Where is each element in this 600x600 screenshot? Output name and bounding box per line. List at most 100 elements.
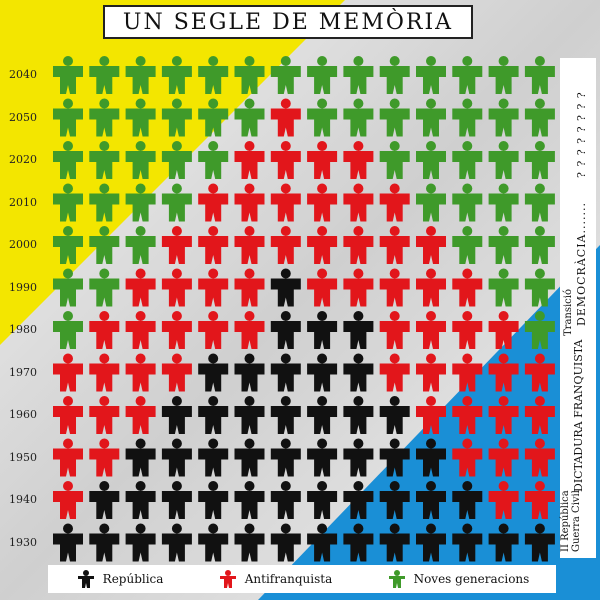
person-black-figure	[53, 523, 83, 562]
person-green-figure	[416, 141, 446, 179]
year-label: 1970	[9, 365, 37, 379]
person-red-figure	[488, 481, 519, 519]
person-green-figure	[53, 311, 83, 349]
person-black-figure	[307, 353, 338, 392]
person-red-figure	[89, 353, 120, 392]
person-green-figure	[53, 98, 83, 137]
person-black-figure	[343, 523, 374, 562]
person-red-figure	[379, 268, 410, 307]
person-red-figure	[198, 226, 229, 264]
person-black-figure	[198, 353, 229, 392]
person-green-figure	[53, 226, 83, 264]
person-green-figure	[524, 226, 555, 264]
person-green-figure	[379, 98, 410, 137]
person-red-figure	[452, 438, 483, 477]
person-black-figure	[343, 438, 374, 477]
person-red-figure	[53, 353, 83, 392]
person-black-figure	[125, 481, 156, 519]
year-label: 1990	[9, 280, 37, 294]
person-green-figure	[416, 98, 446, 137]
year-label: 2020	[9, 153, 37, 167]
person-green-figure	[488, 56, 519, 94]
person-black-figure	[379, 438, 410, 477]
year-axis: 2040 2050 2020 2010 2000 1990 1980 1970 1960 1950…	[2, 55, 44, 565]
person-green-figure	[488, 141, 519, 179]
person-green-figure	[488, 98, 519, 137]
person-green-figure	[307, 98, 338, 137]
person-black-figure	[270, 523, 301, 562]
person-black-figure	[379, 396, 410, 434]
person-black-figure	[234, 396, 265, 434]
person-green-figure	[89, 183, 120, 222]
person-black-figure	[452, 481, 483, 519]
person-red-figure	[379, 183, 410, 222]
person-black-figure	[161, 438, 192, 477]
person-black-figure	[198, 438, 229, 477]
person-red-figure	[125, 353, 156, 392]
person-red-figure	[198, 183, 229, 222]
person-green-figure	[234, 98, 265, 137]
legend-item-republica: República	[75, 570, 164, 588]
person-black-figure	[198, 396, 229, 434]
legend-label-antifranquista: Antifranquista	[244, 572, 333, 586]
person-red-figure	[488, 353, 519, 392]
person-green-figure	[416, 183, 446, 222]
person-red-figure	[234, 141, 265, 179]
person-green-figure	[524, 183, 555, 222]
person-green-figure	[53, 141, 83, 179]
person-green-figure	[452, 56, 483, 94]
person-black-figure	[198, 523, 229, 562]
person-black-figure	[270, 353, 301, 392]
period-panel: II República Guerra Civil DICTADURA FRAN…	[560, 58, 596, 558]
person-black-figure	[198, 481, 229, 519]
person-black-figure	[416, 438, 446, 477]
person-icon-green	[388, 570, 405, 588]
person-red-figure	[161, 353, 192, 392]
title-box: UN SEGLE DE MEMÒRIA	[103, 5, 473, 39]
person-red-figure	[234, 268, 265, 307]
person-red-figure	[89, 396, 120, 434]
person-green-figure	[198, 98, 229, 137]
person-black-figure	[89, 481, 120, 519]
person-green-figure	[307, 56, 338, 94]
person-green-figure	[161, 141, 192, 179]
person-green-figure	[125, 141, 156, 179]
person-green-figure	[524, 311, 555, 349]
person-black-figure	[307, 311, 338, 349]
person-black-figure	[488, 523, 519, 562]
person-red-figure	[416, 311, 446, 349]
person-green-figure	[125, 98, 156, 137]
year-label: 2050	[9, 110, 37, 124]
person-red-figure	[198, 268, 229, 307]
person-red-figure	[379, 311, 410, 349]
person-red-figure	[524, 481, 555, 519]
person-green-figure	[343, 56, 374, 94]
person-black-figure	[452, 523, 483, 562]
person-black-figure	[379, 481, 410, 519]
person-red-figure	[198, 311, 229, 349]
person-red-figure	[161, 268, 192, 307]
person-red-figure	[270, 141, 301, 179]
person-green-figure	[198, 56, 229, 94]
person-green-figure	[53, 56, 83, 94]
person-black-figure	[270, 438, 301, 477]
person-red-figure	[125, 268, 156, 307]
person-black-figure	[234, 438, 265, 477]
person-red-figure	[53, 481, 83, 519]
person-red-figure	[416, 353, 446, 392]
label-unknown-future: ? ? ? ? ? ? ? ?	[575, 91, 588, 178]
person-red-figure	[307, 226, 338, 264]
person-red-figure	[379, 353, 410, 392]
person-green-figure	[53, 183, 83, 222]
person-green-figure	[488, 183, 519, 222]
legend-label-noves-generacions: Noves generacions	[413, 572, 530, 586]
legend-item-antifranquista: Antifranquista	[217, 570, 333, 588]
person-black-figure	[125, 438, 156, 477]
person-black-figure	[343, 311, 374, 349]
legend-label-republica: República	[102, 572, 164, 586]
person-red-figure	[343, 226, 374, 264]
person-green-figure	[379, 141, 410, 179]
person-black-figure	[234, 353, 265, 392]
person-red-figure	[270, 226, 301, 264]
person-black-figure	[307, 523, 338, 562]
